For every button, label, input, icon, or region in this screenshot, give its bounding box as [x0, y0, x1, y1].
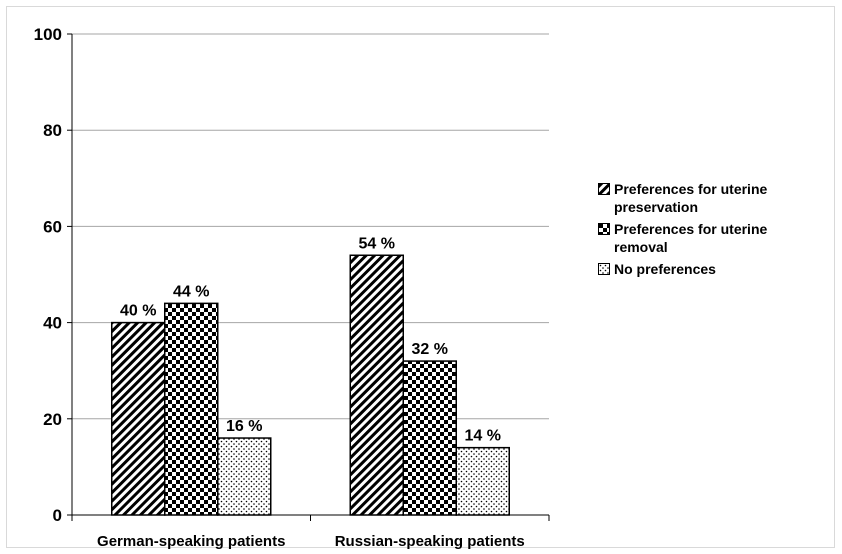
data-label: 32 % — [412, 341, 448, 358]
bar — [164, 302, 219, 516]
chart-frame — [6, 6, 835, 548]
data-label: 54 % — [359, 235, 395, 252]
y-tick-label: 100 — [34, 25, 62, 44]
checkerboard-swatch-icon — [598, 223, 610, 235]
data-label: 44 % — [173, 283, 209, 300]
legend-item-no-preferences: No preferences — [598, 260, 828, 278]
y-tick-label: 20 — [43, 410, 62, 429]
data-label: 16 % — [226, 418, 262, 435]
y-tick-label: 40 — [43, 314, 62, 333]
bar — [349, 254, 404, 516]
bar — [217, 437, 272, 516]
legend: Preferences for uterine preservation Pre… — [598, 180, 828, 282]
bar — [402, 360, 457, 516]
legend-label: No preferences — [614, 261, 716, 277]
category-label: Russian-speaking patients — [335, 533, 525, 550]
y-tick-label: 0 — [53, 506, 62, 525]
data-label: 40 % — [120, 303, 156, 320]
bars — [111, 254, 510, 516]
dots-swatch-icon — [598, 263, 610, 275]
data-label: 14 % — [465, 428, 501, 445]
diagonal-hatch-swatch-icon — [598, 183, 610, 195]
bar — [111, 321, 166, 516]
legend-label: Preferences for uterine removal — [614, 221, 768, 255]
legend-item-preservation: Preferences for uterine preservation — [598, 180, 828, 216]
axes — [71, 34, 550, 521]
bar — [455, 446, 510, 516]
y-axis-ticks: 0 20 40 60 80 100 — [34, 25, 72, 525]
category-labels: German-speaking patients Russian-speaking… — [97, 533, 525, 550]
legend-label: Preferences for uterine preservation — [614, 181, 768, 215]
category-label: German-speaking patients — [97, 533, 285, 550]
legend-item-removal: Preferences for uterine removal — [598, 220, 828, 256]
y-tick-label: 80 — [43, 121, 62, 140]
y-tick-label: 60 — [43, 217, 62, 236]
data-labels: 40 % 44 % 16 % 54 % 32 % 14 % — [120, 235, 501, 444]
